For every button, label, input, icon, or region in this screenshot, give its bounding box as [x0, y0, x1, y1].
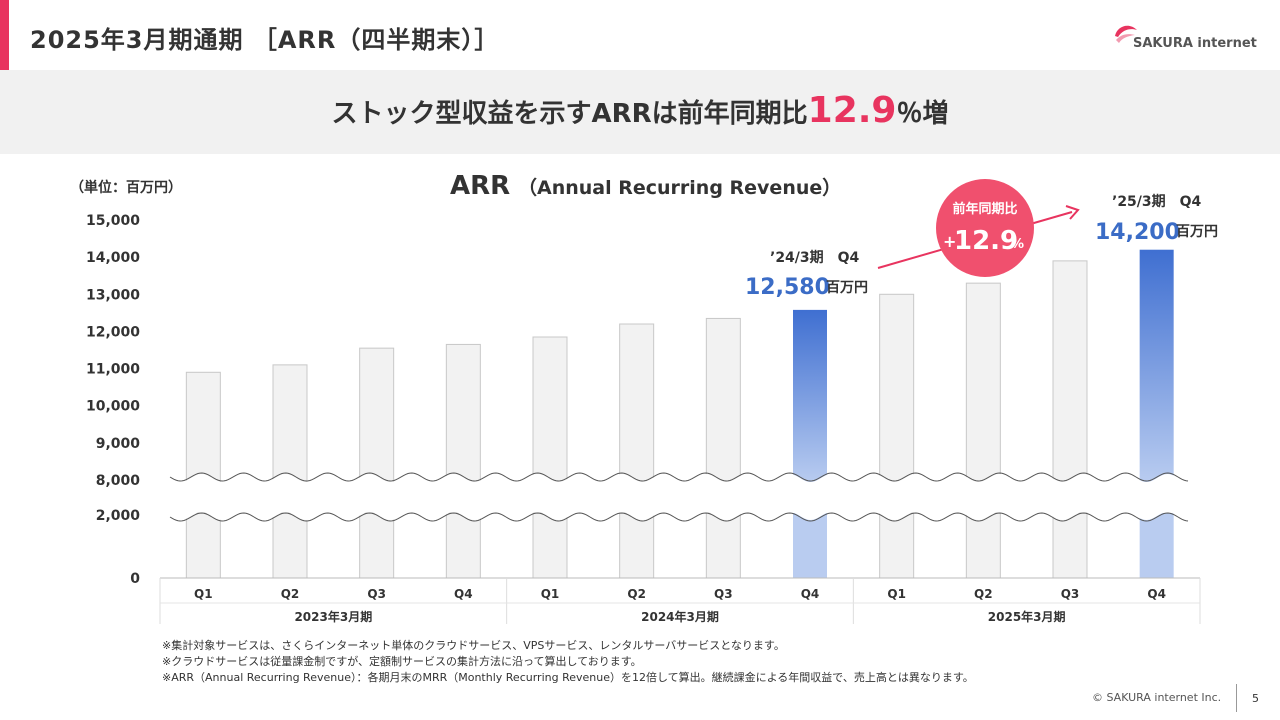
callout-2025-period: ’25/3期 Q4 [1112, 194, 1202, 210]
x-group-label: 2024年3月期 [641, 609, 719, 624]
bars-upper-segment [185, 249, 1174, 484]
y-tick-label: 10,000 [86, 399, 140, 415]
footer-divider [1236, 684, 1237, 712]
chart-title: ARR [450, 171, 510, 201]
unit-label: （単位：百万円） [70, 179, 182, 196]
x-tick-label: Q4 [801, 587, 820, 601]
y-tick-label: 15,000 [86, 213, 140, 229]
bar-lower [272, 512, 308, 579]
bar-lower [793, 513, 827, 578]
bar-lower [445, 512, 481, 579]
header: 2025年3月期通期 ［ARR（四半期末）］ SAKURA internet [0, 0, 1280, 70]
header-accent-bar [0, 0, 9, 70]
bar-upper [272, 364, 308, 484]
callout-2025-value: 14,200 [1095, 220, 1180, 245]
bar-upper [445, 343, 481, 484]
y-tick-label: 2,000 [96, 508, 141, 524]
x-tick-label: Q1 [541, 587, 560, 601]
growth-badge-label: 前年同期比 [952, 201, 1017, 217]
headline-prefix: ストック型収益を示すARRは前年同期比 [331, 99, 808, 129]
x-tick-label: Q2 [281, 587, 300, 601]
bar-lower [705, 512, 741, 579]
sakura-logo-icon [1115, 25, 1137, 43]
y-axis-lower: 0 2,000 [96, 508, 141, 587]
bar-upper [359, 347, 395, 484]
x-tick-label: Q1 [194, 587, 213, 601]
x-tick-label: Q3 [1061, 587, 1080, 601]
callout-2024-period: ’24/3期 Q4 [770, 250, 860, 266]
y-tick-label: 14,000 [86, 250, 140, 266]
x-group-label: 2025年3月期 [988, 609, 1066, 624]
bar-lower [879, 512, 915, 579]
headline-highlight: 12.9 [807, 90, 897, 131]
headline-banner: ストック型収益を示すARRは前年同期比12.9％増 [0, 70, 1280, 154]
arr-chart: （単位：百万円） ARR （Annual Recurring Revenue） … [70, 171, 1218, 624]
x-tick-label: Q2 [974, 587, 993, 601]
headline-text: ストック型収益を示すARRは前年同期比12.9％増 [0, 90, 1280, 131]
footnote-3: ※ARR（Annual Recurring Revenue）：各期月末のMRR（… [162, 671, 974, 684]
bar-lower [1052, 512, 1088, 579]
growth-badge-unit: % [1011, 237, 1024, 252]
callout-2024-unit: 百万円 [826, 280, 868, 296]
x-axis: Q1 Q2 Q3 Q4 Q1 Q2 Q3 Q4 Q1 Q2 Q3 Q4 2023年3月期 2024年3月期… [159, 577, 1201, 624]
bars-lower-segment [185, 512, 1174, 579]
bar-upper [879, 293, 915, 484]
footnote-2: ※クラウドサービスは従量課金制ですが、定額制サービスの集計方法に沿って算出してお… [162, 655, 642, 668]
page-number: 5 [1252, 692, 1259, 705]
footnote-1: ※集計対象サービスは、さくらインターネット単体のクラウドサービス、VPSサービス… [162, 639, 785, 652]
y-axis-upper: 8,000 9,000 10,000 11,000 12,000 13,000 14,000… [86, 213, 140, 489]
x-tick-label: Q3 [367, 587, 386, 601]
y-tick-label: 9,000 [96, 436, 141, 452]
axis-break-band [170, 474, 1188, 520]
bar-upper [185, 371, 221, 484]
y-tick-label: 0 [130, 571, 140, 587]
bar-upper [532, 336, 568, 484]
x-tick-label: Q3 [714, 587, 733, 601]
y-tick-label: 13,000 [86, 287, 140, 303]
bar-lower [965, 512, 1001, 579]
bar-lower [185, 512, 221, 579]
callout-2024-value: 12,580 [745, 275, 830, 300]
headline-suffix: ％増 [896, 99, 949, 129]
footnotes: ※集計対象サービスは、さくらインターネット単体のクラウドサービス、VPSサービス… [162, 638, 974, 686]
bar-upper [793, 309, 827, 483]
bar-upper [965, 282, 1001, 484]
x-tick-label: Q4 [1147, 587, 1166, 601]
y-tick-label: 12,000 [86, 324, 140, 340]
axis-break-gap [170, 474, 1188, 520]
x-group-label: 2023年3月期 [294, 609, 372, 624]
bar-lower [619, 512, 655, 579]
callout-2025: ’25/3期 Q4 14,200 百万円 [1095, 194, 1218, 245]
bar-upper [1139, 249, 1174, 483]
logo-text: SAKURA internet [1133, 36, 1257, 51]
x-tick-label: Q4 [454, 587, 473, 601]
bar-lower [1139, 513, 1174, 578]
bar-lower [359, 512, 395, 579]
x-tick-label: Q2 [627, 587, 646, 601]
logo: SAKURA internet [1113, 22, 1257, 56]
bar-upper [705, 317, 741, 484]
y-tick-label: 8,000 [96, 473, 141, 489]
page-title: 2025年3月期通期 ［ARR（四半期末）］ [30, 26, 500, 54]
callout-2025-unit: 百万円 [1176, 224, 1218, 240]
growth-badge: 前年同期比 + 12.9 % [936, 179, 1034, 277]
copyright: © SAKURA internet Inc. [1092, 691, 1222, 704]
bar-upper [619, 323, 655, 484]
y-tick-label: 11,000 [86, 362, 140, 378]
growth-badge-sign: + [943, 232, 956, 251]
callout-2024: ’24/3期 Q4 12,580 百万円 [745, 250, 868, 300]
bar-upper [1052, 260, 1088, 484]
bar-lower [532, 512, 568, 579]
growth-badge-value: 12.9 [954, 226, 1018, 256]
x-tick-label: Q1 [887, 587, 906, 601]
axis-break [169, 472, 1189, 522]
chart-subtitle: （Annual Recurring Revenue） [518, 176, 841, 199]
